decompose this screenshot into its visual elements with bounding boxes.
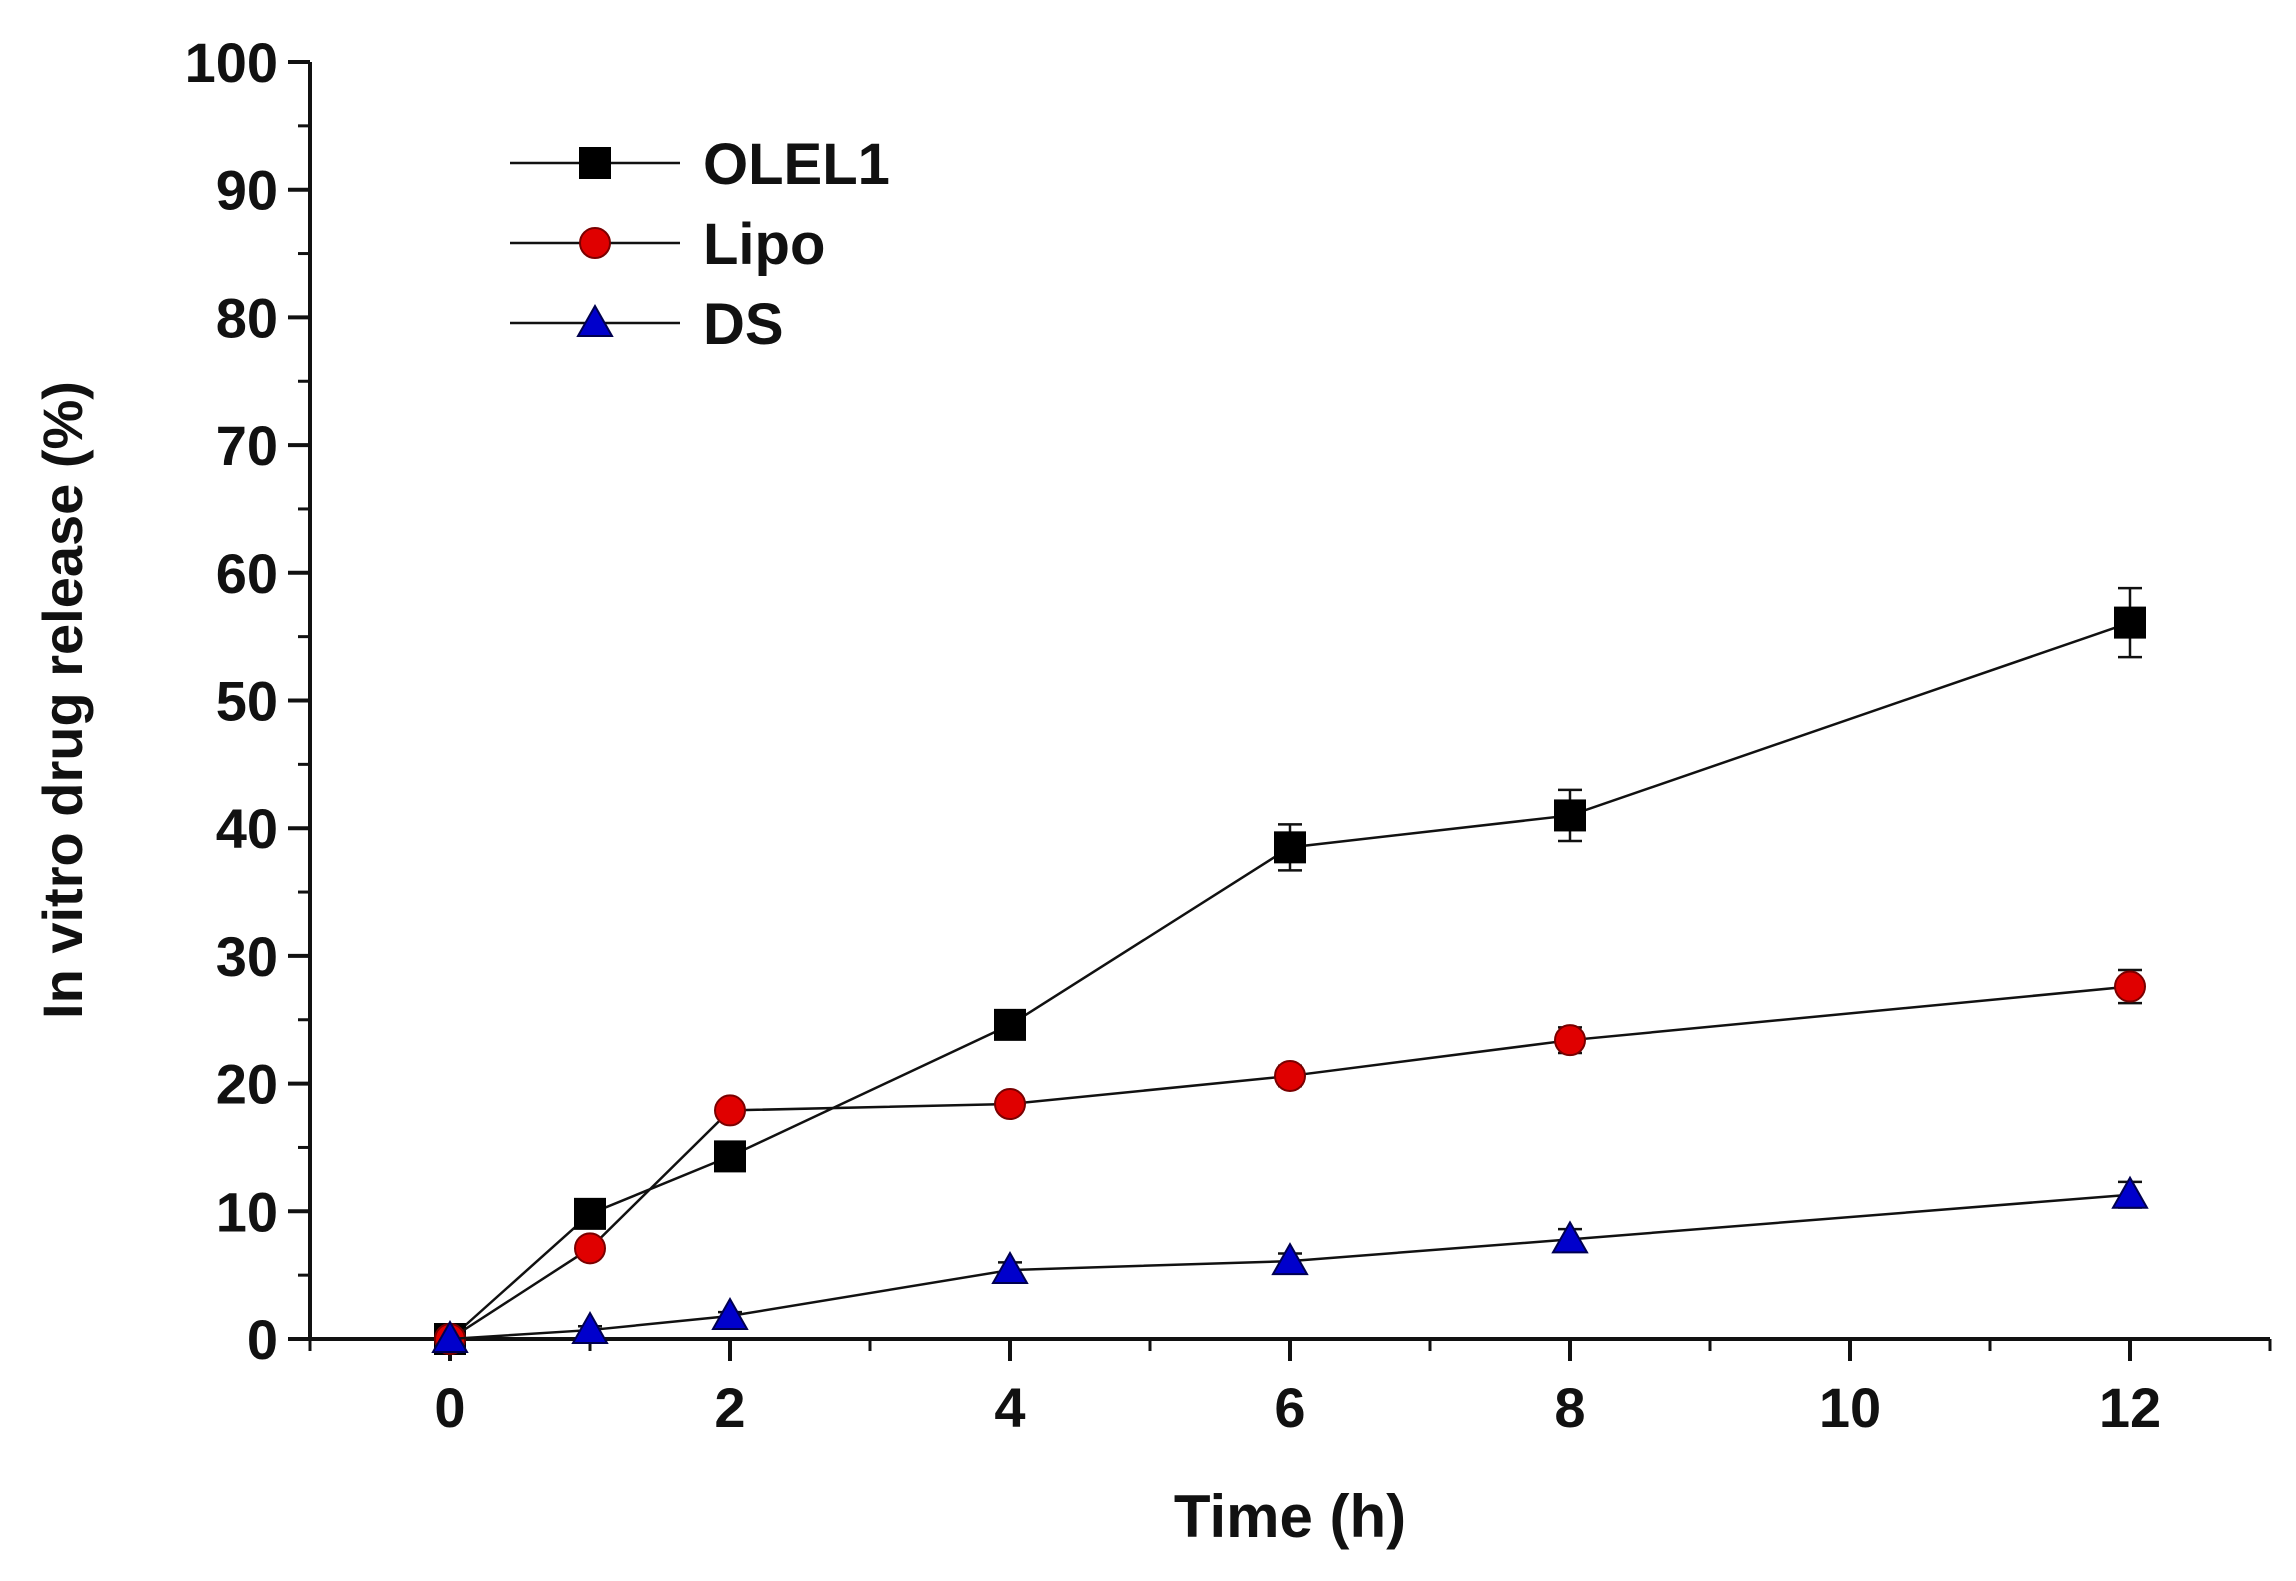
data-point-ds <box>1271 1242 1309 1276</box>
legend-marker-ds <box>576 303 614 337</box>
y-tick-label: 30 <box>216 925 278 988</box>
data-point-olel1 <box>1554 799 1586 832</box>
data-point-olel1 <box>714 1140 746 1173</box>
y-tick-label: 100 <box>185 31 278 94</box>
legend-label-ds: DS <box>703 292 784 357</box>
data-point-lipo <box>714 1094 746 1127</box>
y-tick-label: 70 <box>216 414 278 477</box>
data-point-lipo <box>1274 1059 1306 1092</box>
data-point-ds <box>571 1311 609 1345</box>
data-point-olel1 <box>994 1008 1026 1041</box>
x-ticks: 0 2 4 6 8 10 12 <box>308 1339 2272 1439</box>
data-point-lipo <box>2114 970 2146 1003</box>
data-point-ds <box>711 1296 749 1331</box>
x-tick-label: 2 <box>714 1376 745 1439</box>
data-point-lipo <box>994 1088 1026 1121</box>
y-tick-label: 10 <box>216 1180 278 1243</box>
series-lipo <box>434 968 2146 1355</box>
data-point-ds <box>431 1319 469 1353</box>
data-point-olel1 <box>1274 831 1306 864</box>
y-tick-label: 40 <box>216 797 278 860</box>
y-tick-label: 50 <box>216 670 278 733</box>
legend: OLEL1 Lipo DS <box>510 132 890 357</box>
y-ticks: 0 10 20 30 40 50 60 70 80 90 100 <box>185 31 310 1371</box>
y-tick-label: 20 <box>216 1053 278 1116</box>
data-point-olel1 <box>2114 606 2146 639</box>
y-tick-label: 90 <box>216 159 278 222</box>
y-axis-title: In vitro drug release (%) <box>31 381 94 1019</box>
data-point-ds <box>1551 1220 1589 1254</box>
data-point-ds <box>991 1251 1029 1285</box>
x-tick-label: 0 <box>434 1376 465 1439</box>
series-olel1 <box>434 586 2146 1355</box>
data-point-lipo <box>1554 1024 1586 1057</box>
y-tick-label: 80 <box>216 286 278 349</box>
data-point-olel1 <box>574 1197 606 1230</box>
series-ds <box>431 1175 2149 1353</box>
x-tick-label: 6 <box>1274 1376 1305 1439</box>
series-line-lipo <box>449 985 2131 1341</box>
y-tick-label: 60 <box>216 542 278 605</box>
x-tick-label: 8 <box>1554 1376 1585 1439</box>
axes: 0 10 20 30 40 50 60 70 80 90 100 0 2 4 6 8 10 12 <box>185 31 2272 1439</box>
x-axis-title: Time (h) <box>1174 1483 1406 1550</box>
data-point-lipo <box>574 1232 606 1265</box>
series <box>431 586 2149 1355</box>
x-tick-label: 4 <box>994 1376 1025 1439</box>
legend-label-olel1: OLEL1 <box>703 132 890 197</box>
series-line-olel1 <box>449 621 2131 1340</box>
y-tick-label: 0 <box>247 1308 278 1371</box>
legend-marker-olel1 <box>579 147 611 179</box>
x-tick-label: 10 <box>1819 1376 1881 1439</box>
legend-marker-lipo <box>579 227 611 259</box>
legend-label-lipo: Lipo <box>703 212 825 277</box>
data-point-ds <box>2111 1175 2149 1209</box>
x-tick-label: 12 <box>2099 1376 2161 1439</box>
